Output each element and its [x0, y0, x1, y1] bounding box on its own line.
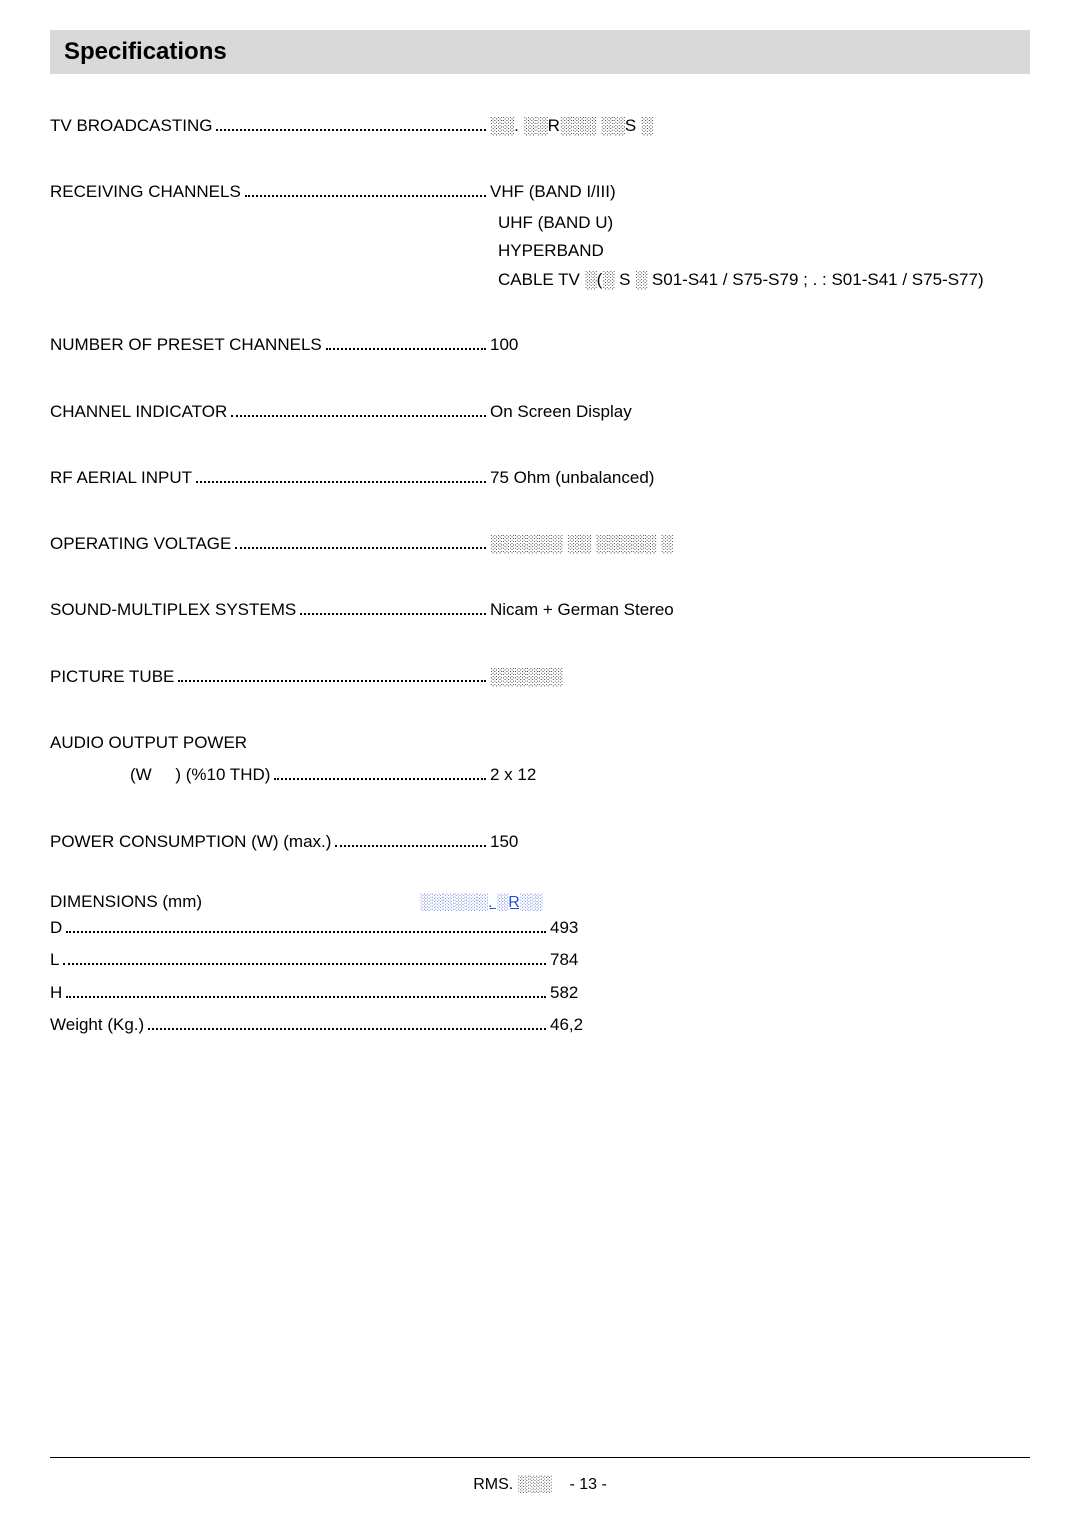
page-footer: RMS. ░░░ - 13 -: [0, 1476, 1080, 1494]
dim-weight-label: Weight (Kg.): [50, 1009, 144, 1041]
footer-page: - 13 -: [569, 1476, 606, 1493]
value: ░░. ░░R░░░ ░░S ░: [490, 110, 653, 142]
spec-rf-aerial: RF AERIAL INPUT 75 Ohm (unbalanced): [50, 462, 1030, 494]
dim-l-value: 784: [550, 944, 578, 976]
leader-dots: [178, 680, 486, 682]
dim-d-value: 493: [550, 912, 578, 944]
leader-dots: [245, 195, 486, 197]
section-header: Specifications: [50, 30, 1030, 74]
leader-dots: [274, 778, 486, 780]
label: TV BROADCASTING: [50, 110, 212, 142]
label: PICTURE TUBE: [50, 661, 174, 693]
leader-dots: [231, 415, 486, 417]
leader-dots: [235, 547, 486, 549]
footer-left: RMS. ░░░: [473, 1476, 551, 1493]
spec-tv-broadcasting: TV BROADCASTING ░░. ░░R░░░ ░░S ░: [50, 110, 1030, 142]
value-line-2: UHF (BAND U): [50, 209, 1030, 238]
label: SOUND-MULTIPLEX SYSTEMS: [50, 594, 296, 626]
value: ░░░░░░: [490, 661, 562, 693]
leader-dots: [66, 931, 546, 933]
dim-h-label: H: [50, 977, 62, 1009]
dim-d-label: D: [50, 912, 62, 944]
dim-h-value: 582: [550, 977, 578, 1009]
label: OPERATING VOLTAGE: [50, 528, 231, 560]
spec-operating-voltage: OPERATING VOLTAGE ░░░░░░ ░░ ░░░░░ ░: [50, 528, 1030, 560]
spec-channel-indicator: CHANNEL INDICATOR On Screen Display: [50, 396, 1030, 428]
footer-rule: [50, 1457, 1030, 1458]
spec-power-consumption: POWER CONSUMPTION (W) (max.) 150: [50, 826, 1030, 858]
value: On Screen Display: [490, 396, 632, 428]
value: 150: [490, 826, 518, 858]
dimensions-note: ░░░░░░. ░R░░: [420, 894, 542, 912]
spec-sound-multiplex: SOUND-MULTIPLEX SYSTEMS Nicam + German S…: [50, 594, 1030, 626]
value-line-3: HYPERBAND: [50, 237, 1030, 266]
spec-audio-output-power: AUDIO OUTPUT POWER (W ) (%10 THD) 2 x 12: [50, 727, 1030, 792]
value: Nicam + German Stereo: [490, 594, 674, 626]
value-line-1: VHF (BAND I/III): [490, 176, 616, 208]
leader-dots: [300, 613, 486, 615]
label: AUDIO OUTPUT POWER: [50, 727, 247, 759]
spec-receiving-channels: RECEIVING CHANNELS VHF (BAND I/III) UHF …: [50, 176, 1030, 295]
value: 2 x 12: [490, 759, 536, 791]
leader-dots: [326, 348, 486, 350]
value-line-4: CABLE TV ░(░ S ░ S01-S41 / S75-S79 ; . :…: [50, 266, 1030, 295]
section-title: Specifications: [64, 38, 1016, 66]
spec-preset-channels: NUMBER OF PRESET CHANNELS 100: [50, 329, 1030, 361]
sub-label: (W ) (%10 THD): [130, 759, 270, 791]
label: RF AERIAL INPUT: [50, 462, 192, 494]
dim-l-label: L: [50, 944, 59, 976]
label: POWER CONSUMPTION (W) (max.): [50, 826, 331, 858]
value: ░░░░░░ ░░ ░░░░░ ░: [490, 528, 673, 560]
label: CHANNEL INDICATOR: [50, 396, 227, 428]
spec-dimensions: DIMENSIONS (mm) ░░░░░░. ░R░░ D 493 L 784…: [50, 892, 1030, 1041]
value: 75 Ohm (unbalanced): [490, 462, 654, 494]
label: NUMBER OF PRESET CHANNELS: [50, 329, 322, 361]
dim-weight-value: 46,2: [550, 1009, 583, 1041]
leader-dots: [196, 481, 486, 483]
leader-dots: [335, 845, 486, 847]
spec-picture-tube: PICTURE TUBE ░░░░░░: [50, 661, 1030, 693]
leader-dots: [148, 1028, 546, 1030]
leader-dots: [216, 129, 486, 131]
leader-dots: [66, 996, 546, 998]
label: RECEIVING CHANNELS: [50, 176, 241, 208]
label: DIMENSIONS (mm): [50, 892, 420, 912]
leader-dots: [63, 963, 546, 965]
value: 100: [490, 329, 518, 361]
